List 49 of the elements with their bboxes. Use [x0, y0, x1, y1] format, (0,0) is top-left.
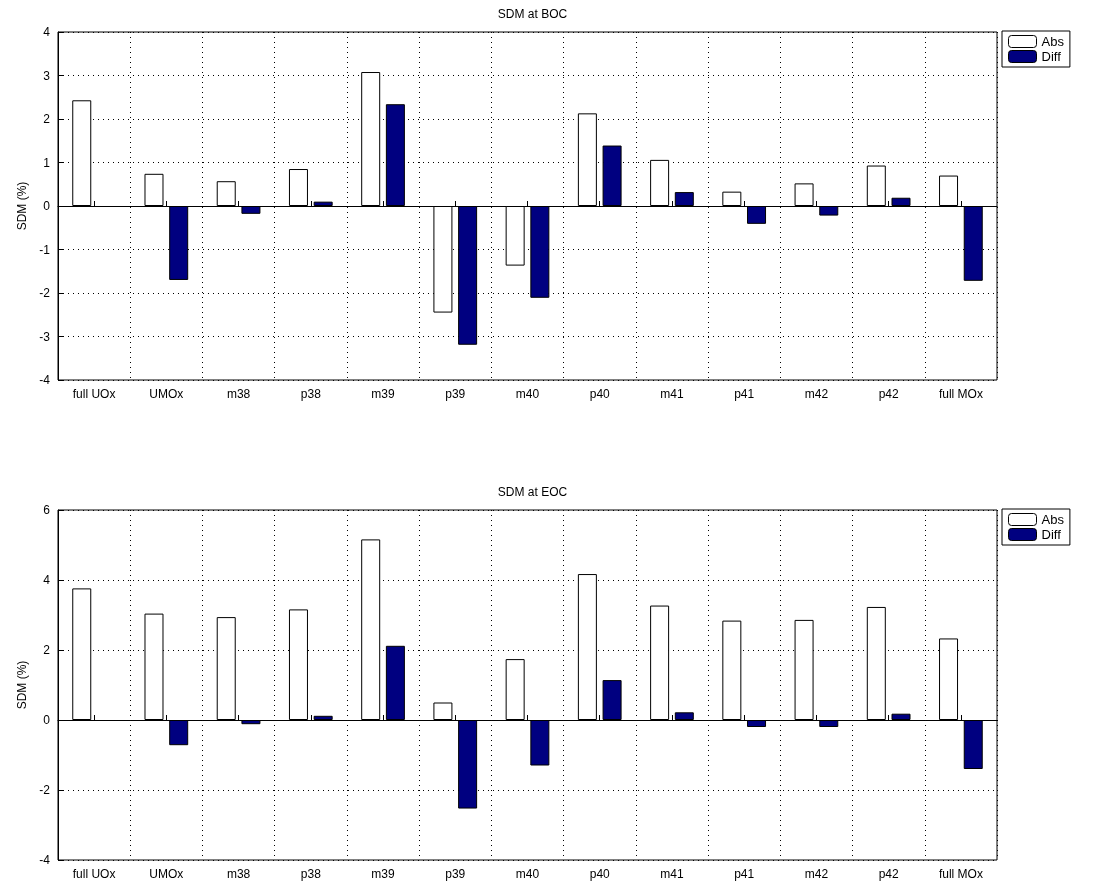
y-tick-label: -1 [39, 242, 51, 257]
x-tick-label: m38 [226, 387, 251, 401]
x-tick-label: p41 [734, 387, 755, 401]
x-tick-label: p40 [589, 867, 611, 881]
x-tick-label: full UOx [72, 387, 116, 401]
y-tick-label: 0 [43, 713, 51, 727]
chart-title: SDM at EOC [497, 485, 568, 499]
x-tick-label: m41 [660, 867, 684, 881]
y-axis-title: SDM (%) [15, 181, 30, 231]
x-tick-label: p38 [300, 387, 322, 401]
chart-title: SDM at BOC [497, 7, 568, 21]
x-tick-label: m40 [515, 867, 540, 881]
x-tick-label: m42 [804, 867, 829, 881]
x-tick-label: UMOx [149, 867, 184, 881]
x-tick-label: m39 [371, 387, 396, 401]
x-tick-label: p42 [878, 867, 899, 881]
y-tick-label: -4 [39, 373, 51, 387]
x-tick-label: p40 [589, 387, 611, 401]
y-tick-label: 1 [43, 155, 51, 170]
y-tick-label: 3 [43, 68, 51, 83]
x-tick-label: m38 [226, 867, 251, 881]
legend-label: Diff [1041, 49, 1062, 64]
x-tick-label: full MOx [938, 387, 983, 401]
x-tick-label: p41 [734, 867, 755, 881]
legend-label: Diff [1041, 527, 1062, 542]
x-tick-label: full MOx [938, 867, 983, 881]
x-tick-label: p39 [445, 387, 466, 401]
x-tick-label: m41 [660, 387, 684, 401]
y-tick-label: 0 [43, 199, 51, 213]
y-tick-label: 4 [43, 25, 51, 39]
x-tick-label: m40 [515, 387, 540, 401]
legend-label: Abs [1041, 512, 1065, 527]
x-tick-label: p39 [445, 867, 466, 881]
y-tick-label: -2 [39, 286, 51, 300]
y-tick-label: -4 [39, 853, 51, 867]
y-axis-title: SDM (%) [15, 660, 30, 710]
y-tick-label: 2 [43, 643, 51, 657]
y-tick-label: -2 [39, 783, 51, 797]
x-tick-label: UMOx [149, 387, 184, 401]
x-tick-label: m42 [804, 387, 829, 401]
legend-label: Abs [1041, 34, 1065, 49]
x-tick-label: p38 [300, 867, 322, 881]
y-tick-label: 2 [43, 112, 51, 126]
y-tick-label: -3 [39, 329, 51, 344]
x-tick-label: p42 [878, 387, 899, 401]
x-tick-label: m39 [371, 867, 396, 881]
y-tick-label: 4 [43, 573, 51, 587]
y-tick-label: 6 [43, 503, 51, 517]
x-tick-label: full UOx [72, 867, 116, 881]
